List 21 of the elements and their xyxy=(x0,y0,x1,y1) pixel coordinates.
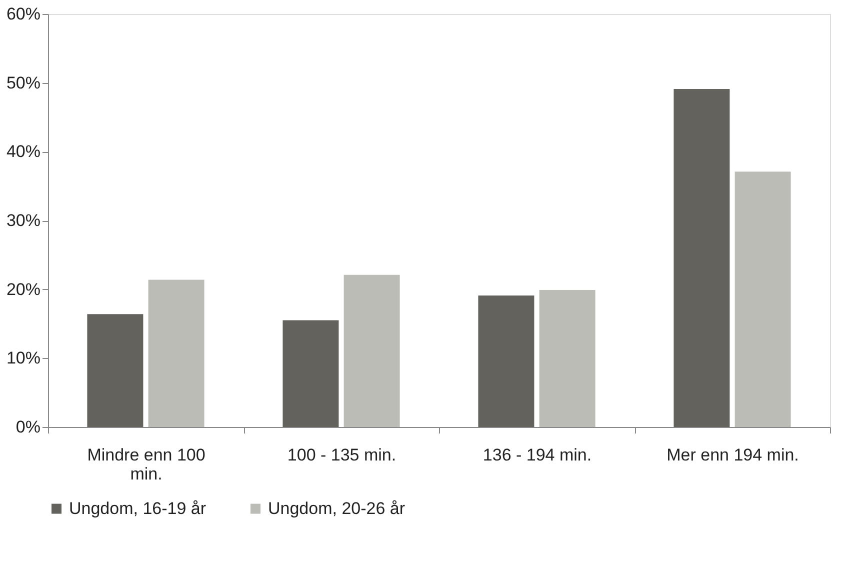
bar xyxy=(539,290,596,427)
x-tick-label: 136 - 194 min. xyxy=(482,446,592,464)
bar xyxy=(734,172,791,427)
bar xyxy=(282,320,339,427)
y-tick-label: 20% xyxy=(6,280,40,299)
y-tick-label: 10% xyxy=(6,348,40,368)
bar xyxy=(344,274,400,427)
bar xyxy=(478,296,534,427)
bar xyxy=(87,314,144,427)
legend-label: Ungdom, 20-26 år xyxy=(268,498,406,518)
x-tick-label: Mer enn 194 min. xyxy=(666,446,799,464)
x-tick-label: Mindre enn 100 min. xyxy=(87,446,206,484)
y-tick-label: 50% xyxy=(6,73,40,92)
legend-label: Ungdom, 16-19 år xyxy=(69,498,206,518)
bar xyxy=(148,280,204,427)
bar xyxy=(674,89,730,427)
y-tick-label: 0% xyxy=(16,418,40,436)
x-tick-label: 100 - 135 min. xyxy=(287,446,396,464)
y-tick-label: 30% xyxy=(6,211,40,230)
y-tick-label: 60% xyxy=(6,4,40,24)
y-tick-label: 40% xyxy=(6,142,40,162)
